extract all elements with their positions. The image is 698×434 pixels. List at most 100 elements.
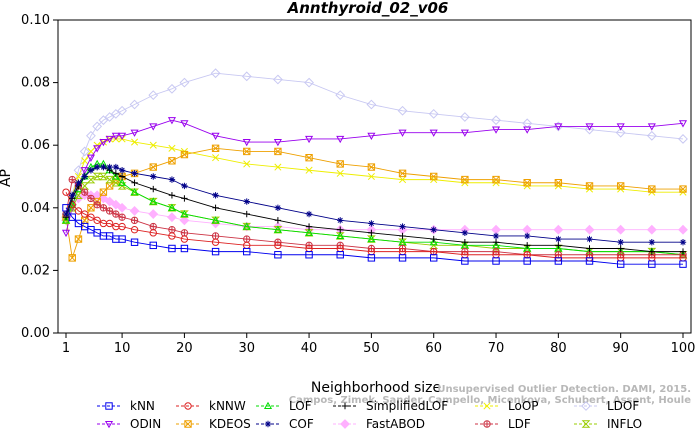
data-point-ldof xyxy=(117,105,127,116)
legend-marker-simplifiedlof xyxy=(341,402,349,410)
data-point-knnw xyxy=(80,210,89,218)
data-point-odin xyxy=(118,132,127,141)
data-point-knn xyxy=(305,251,313,259)
data-point-fastabod xyxy=(553,224,564,235)
data-point-knn xyxy=(149,241,157,250)
data-point-kdeos xyxy=(398,169,407,178)
watermark-line-1: Unsupervised Outlier Detection. DAMI, 20… xyxy=(437,384,691,395)
data-point-knnw xyxy=(93,216,101,225)
data-point-simplifiedlof xyxy=(617,245,624,252)
legend-marker-odin xyxy=(104,420,114,429)
y-axis-label: AP xyxy=(0,169,14,187)
legend-item-odin: ODIN xyxy=(97,417,161,431)
data-point-simplifiedlof xyxy=(461,239,469,246)
data-point-knn xyxy=(118,235,126,243)
legend-label-simplifiedlof: SimplifiedLOF xyxy=(366,399,448,413)
data-point-odin xyxy=(554,123,563,131)
data-point-ldof xyxy=(459,112,470,122)
data-point-fastabod xyxy=(167,212,177,223)
x-tick-label: 40 xyxy=(301,341,318,356)
data-point-kdeos xyxy=(554,179,563,187)
legend-label-lof: LOF xyxy=(289,399,312,413)
legend-marker-loop xyxy=(483,402,491,410)
data-point-simplifiedlof xyxy=(430,235,437,243)
data-point-knnw xyxy=(87,213,95,221)
data-point-kdeos xyxy=(68,254,76,262)
data-point-kdeos xyxy=(305,154,313,162)
legend-item-lof: LOF xyxy=(256,399,312,413)
data-point-knn xyxy=(585,257,594,265)
data-point-simplifiedlof xyxy=(523,242,531,249)
data-point-knn xyxy=(523,257,531,265)
legend-label-loop: LoOP xyxy=(508,399,539,413)
data-point-fastabod xyxy=(179,215,190,226)
data-point-cof xyxy=(87,167,95,174)
x-tick-label: 90 xyxy=(612,341,629,356)
data-point-cof xyxy=(305,210,313,218)
data-point-simplifiedlof xyxy=(368,229,375,237)
data-point-inflo xyxy=(92,172,102,181)
data-point-ldof xyxy=(104,112,115,122)
data-point-inflo xyxy=(148,197,158,206)
data-point-knn xyxy=(180,244,189,253)
data-point-kdeos xyxy=(274,147,282,156)
data-point-lof xyxy=(167,203,176,211)
legend-marker-inflo xyxy=(581,420,591,428)
data-point-loop xyxy=(398,176,407,184)
data-point-cof xyxy=(586,235,593,243)
series-knn xyxy=(62,204,687,268)
data-point-ldof xyxy=(615,127,626,138)
data-point-lof xyxy=(211,216,220,224)
x-axis-label: Neighborhood size xyxy=(311,380,441,396)
x-tick-label: 20 xyxy=(176,341,193,356)
data-point-kdeos xyxy=(80,216,89,225)
data-point-cof xyxy=(81,173,88,180)
data-point-odin xyxy=(211,132,220,141)
data-point-ldof xyxy=(397,105,408,116)
data-point-odin xyxy=(149,123,158,131)
data-point-simplifiedlof xyxy=(150,185,157,193)
data-point-cof xyxy=(118,167,126,174)
data-point-knnw xyxy=(130,226,139,234)
data-point-knnw xyxy=(180,235,189,243)
legend-item-fastabod: FastABOD xyxy=(333,417,425,431)
data-point-simplifiedlof xyxy=(112,170,120,177)
data-point-ldf xyxy=(118,213,126,221)
data-point-ldof xyxy=(584,124,595,135)
legend-item-inflo: INFLO xyxy=(574,417,642,431)
data-point-ldf xyxy=(168,226,176,234)
data-point-fastabod xyxy=(148,209,159,219)
data-point-kdeos xyxy=(87,204,95,212)
data-point-ldof xyxy=(79,146,90,157)
data-point-inflo xyxy=(398,238,407,246)
data-point-ldf xyxy=(130,216,139,224)
data-point-loop xyxy=(149,141,157,149)
x-tick-label: 70 xyxy=(488,341,505,356)
data-point-knn xyxy=(679,260,687,268)
data-point-inflo xyxy=(366,235,376,243)
data-point-lof xyxy=(429,238,438,246)
data-point-knn xyxy=(130,238,139,246)
data-point-knnw xyxy=(118,222,126,231)
data-point-cof xyxy=(168,176,176,183)
x-tick-label: 60 xyxy=(425,341,442,356)
data-point-cof xyxy=(106,163,113,171)
data-point-knn xyxy=(168,244,176,253)
data-point-odin xyxy=(273,139,282,147)
data-point-lof xyxy=(491,241,501,249)
legend-item-simplifiedlof: SimplifiedLOF xyxy=(333,399,448,413)
data-point-odin xyxy=(678,120,688,128)
data-point-loop xyxy=(131,138,139,146)
data-point-ldof xyxy=(148,90,159,101)
data-point-ldof xyxy=(335,90,346,101)
data-point-fastabod xyxy=(129,206,140,216)
data-point-kdeos xyxy=(149,163,157,171)
data-point-loop xyxy=(274,163,282,171)
data-point-loop xyxy=(367,172,375,181)
x-axis: 1 10 20 30 40 50 60 70 80 90 100 xyxy=(62,333,695,356)
x-tick-label: 10 xyxy=(114,341,131,356)
data-point-cof xyxy=(69,192,76,199)
data-point-odin xyxy=(429,129,438,137)
data-point-ldf xyxy=(99,204,108,212)
